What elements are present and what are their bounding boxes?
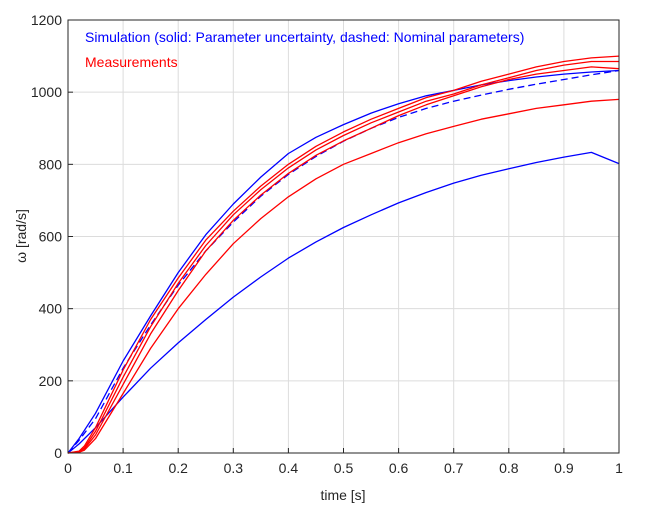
y-tick-label: 1200: [31, 12, 62, 28]
series-layer: [67, 55, 620, 454]
measurement-series-line-7: [67, 98, 620, 454]
x-axis-ticks: 0 0.1 0.2 0.3 0.4 0.5 0.6 0.7 0.8 0.9 1: [64, 448, 623, 476]
simulation-series-line-3: [67, 69, 620, 454]
simulation-series-line-1: [67, 69, 620, 454]
measurement-series-line-5: [67, 60, 619, 454]
x-tick-label: 0.6: [389, 460, 409, 476]
x-tick-label: 0.4: [279, 460, 299, 476]
x-tick-label: 1: [615, 460, 623, 476]
x-tick-label: 0.9: [554, 460, 574, 476]
x-axis-label: time [s]: [320, 487, 365, 503]
x-tick-label: 0: [64, 460, 72, 476]
y-axis-label: ω [rad/s]: [13, 209, 29, 263]
x-tick-label: 0.3: [224, 460, 244, 476]
legend: Simulation (solid: Parameter uncertainty…: [85, 29, 524, 70]
x-tick-label: 0.2: [168, 460, 188, 476]
legend-entry-simulation: Simulation (solid: Parameter uncertainty…: [85, 29, 524, 45]
y-tick-label: 600: [39, 229, 63, 245]
y-axis-ticks: 0 200 400 600 800 1000 1200: [31, 12, 73, 461]
y-tick-label: 800: [39, 156, 63, 172]
y-tick-label: 1000: [31, 84, 62, 100]
measurement-series-line-6: [67, 66, 620, 454]
y-tick-label: 0: [54, 445, 62, 461]
y-tick-label: 200: [39, 373, 63, 389]
y-tick-label: 400: [39, 301, 63, 317]
x-tick-label: 0.5: [334, 460, 354, 476]
x-tick-label: 0.8: [499, 460, 519, 476]
x-tick-label: 0.7: [444, 460, 464, 476]
measurement-series-line-4: [67, 55, 620, 454]
legend-entry-measurements: Measurements: [85, 54, 178, 70]
simulation-series-line-2: [67, 151, 620, 454]
x-tick-label: 0.1: [113, 460, 133, 476]
